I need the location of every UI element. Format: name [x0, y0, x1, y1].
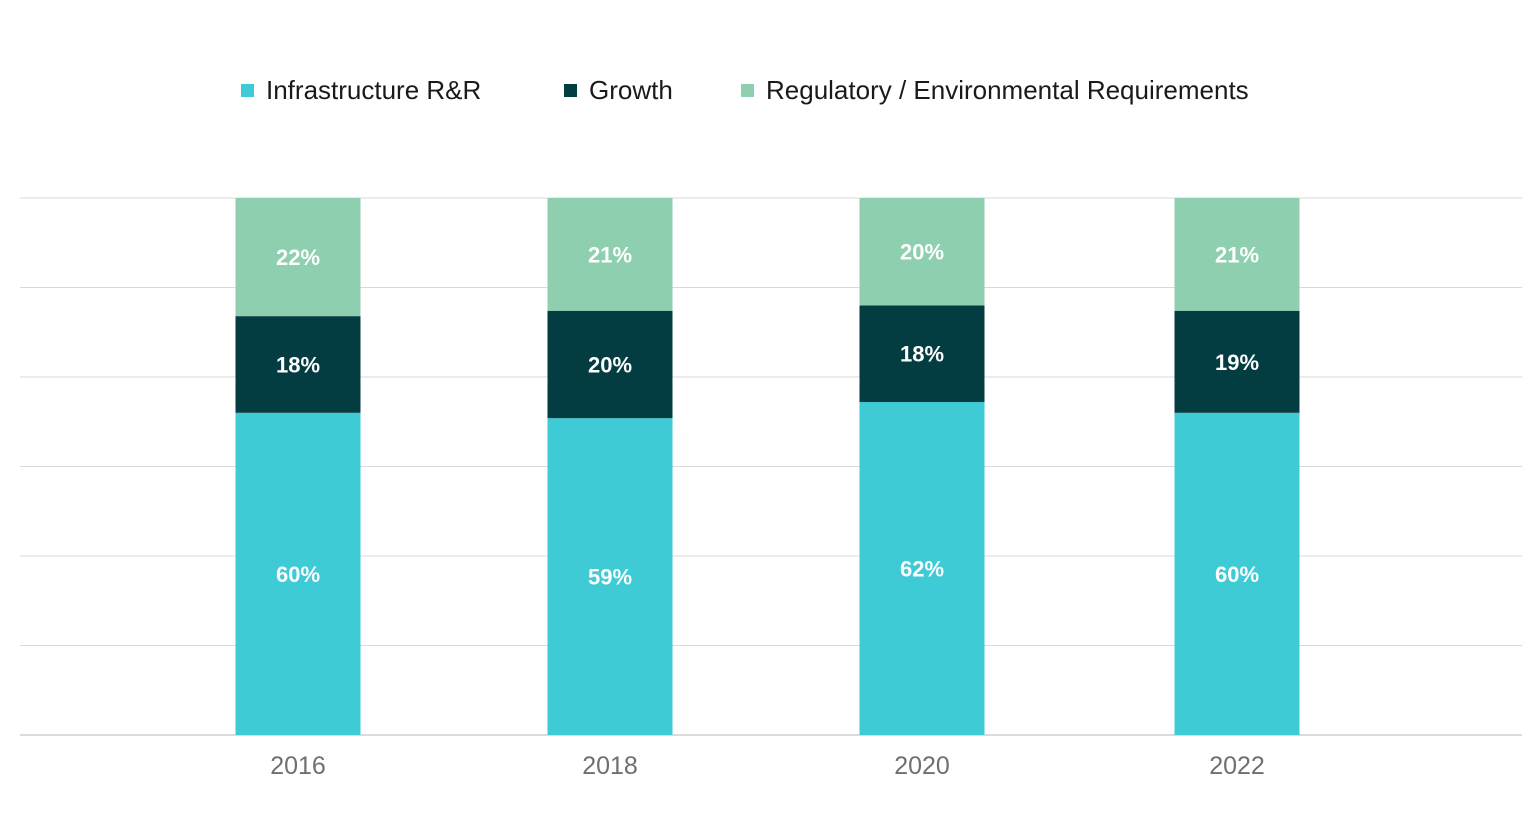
data-label: 18% [900, 342, 944, 367]
data-label: 20% [900, 240, 944, 265]
x-tick-label: 2022 [1209, 752, 1265, 780]
legend-label: Infrastructure R&R [266, 75, 481, 105]
bar-segment-infrastructure-r-r-2022 [1174, 412, 1300, 735]
data-label: 22% [276, 245, 320, 270]
data-label: 60% [276, 562, 320, 587]
x-tick-label: 2016 [270, 752, 326, 780]
data-label: 62% [900, 557, 944, 582]
bar-stack-2018: 59% 20% 21% [547, 198, 673, 735]
legend-item: Infrastructure R&R [241, 75, 481, 105]
data-label: 59% [588, 565, 632, 590]
x-tick-label: 2018 [582, 752, 638, 780]
legend-item: Growth [564, 75, 673, 105]
x-tick-label: 2020 [894, 752, 950, 780]
bar-segment-growth-2016 [235, 316, 361, 413]
chart-legend: Infrastructure R&R Growth Regulatory / Env… [241, 75, 1249, 105]
bar-stack-2022: 60% 19% 21% [1174, 198, 1300, 735]
data-label: 18% [276, 352, 320, 377]
bar-segment-growth-2022 [1174, 310, 1300, 413]
x-axis-ticks: 2016 2018 2020 2022 [270, 752, 1265, 780]
bar-segment-infrastructure-r-r-2020 [859, 402, 985, 735]
bar-segment-regulatory-environmental-requirements-2020 [859, 198, 985, 306]
legend-swatch [564, 84, 577, 97]
data-label: 21% [588, 242, 632, 267]
data-label: 21% [1215, 242, 1259, 267]
bar-stack-2020: 62% 18% 20% [859, 198, 985, 735]
bar-segment-regulatory-environmental-requirements-2018 [547, 198, 673, 311]
legend-swatch [241, 84, 254, 97]
bar-segment-regulatory-environmental-requirements-2016 [235, 198, 361, 317]
data-label: 19% [1215, 350, 1259, 375]
bar-segment-growth-2018 [547, 310, 673, 419]
bar-segment-infrastructure-r-r-2016 [235, 412, 361, 735]
bar-stack-2016: 60% 18% 22% [235, 198, 361, 735]
bar-segment-infrastructure-r-r-2018 [547, 418, 673, 735]
bar-segment-regulatory-environmental-requirements-2022 [1174, 198, 1300, 311]
chart-bars: 60% 18% 22% 59% 20% 21% 62% 18% 20% 60% 19% 21% [235, 198, 1300, 735]
legend-label: Growth [589, 75, 673, 105]
data-label: 60% [1215, 562, 1259, 587]
bar-segment-growth-2020 [859, 305, 985, 403]
legend-swatch [741, 84, 754, 97]
legend-item: Regulatory / Environmental Requirements [741, 75, 1249, 105]
data-label: 20% [588, 352, 632, 377]
legend-label: Regulatory / Environmental Requirements [766, 75, 1249, 105]
